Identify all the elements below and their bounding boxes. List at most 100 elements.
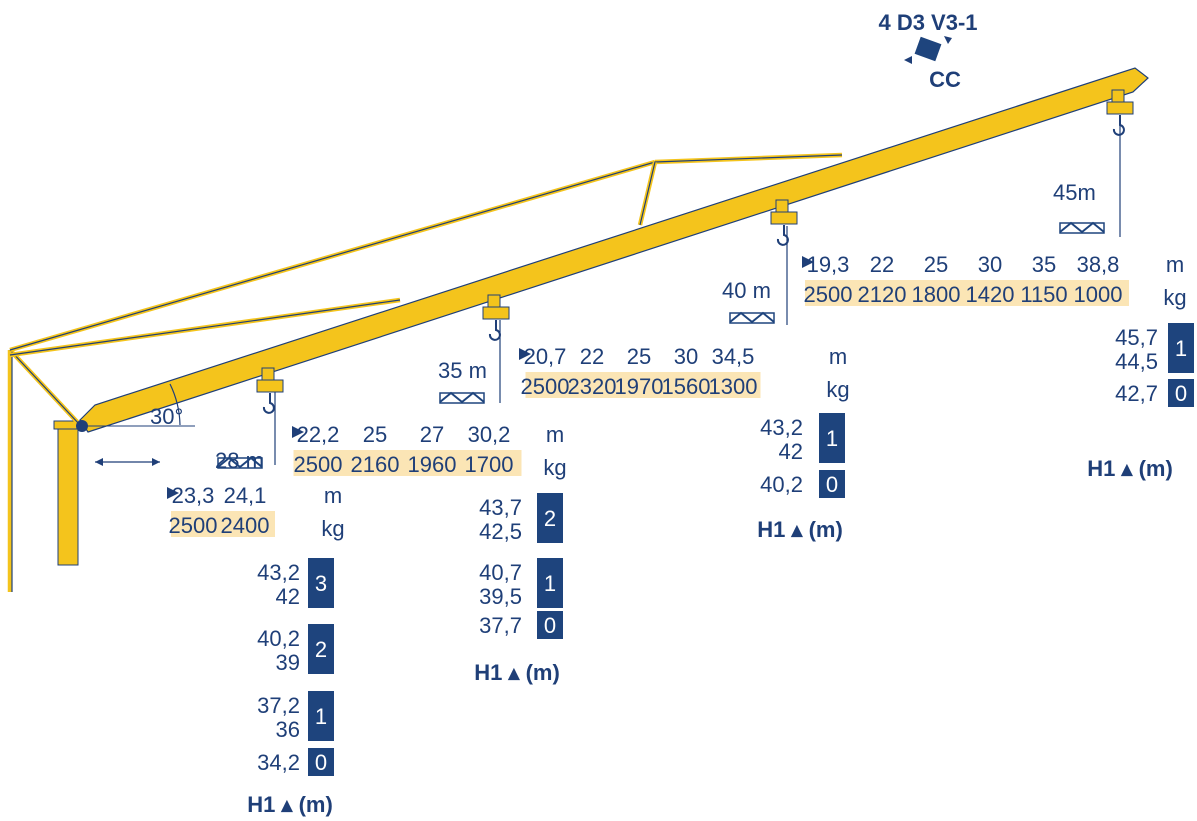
- hook-45: [1106, 89, 1134, 136]
- height-value: 40,2: [760, 472, 803, 497]
- reach-value: 34,5: [712, 344, 755, 369]
- mast-sections-badge: [308, 624, 334, 674]
- jib-length-label: 35 m: [438, 358, 487, 383]
- load-value: 2400: [221, 513, 270, 538]
- load-value: 2500: [294, 452, 343, 477]
- height-value: 37,7: [479, 613, 522, 638]
- reach-value: 27: [420, 422, 444, 447]
- load-row-bg: [805, 280, 1129, 306]
- height-value: 42: [779, 439, 803, 464]
- jib-length-label: 45m: [1053, 180, 1096, 205]
- model-header: 4 D3 V3-1 CC: [878, 10, 977, 92]
- slewing-icon: [914, 36, 942, 62]
- trolley-icon: [439, 391, 485, 404]
- load-row-bg: [525, 372, 761, 398]
- mast-sections-value: 1: [544, 571, 556, 596]
- reach-marker-icon: [519, 348, 531, 360]
- reach-unit: m: [829, 344, 847, 369]
- load-value: 1970: [615, 374, 664, 399]
- reach-value: 19,3: [807, 252, 850, 277]
- load-unit: kg: [543, 455, 566, 480]
- mast-sections-badge: [537, 493, 563, 543]
- reach-value: 30: [978, 252, 1002, 277]
- reach-value: 30: [674, 344, 698, 369]
- mast-sections-value: 0: [544, 613, 556, 638]
- angle-label: 30°: [150, 404, 183, 429]
- height-value: 37,2: [257, 693, 300, 718]
- reach-value: 22: [580, 344, 604, 369]
- load-unit: kg: [321, 516, 344, 541]
- mast-sections-value: 0: [315, 750, 327, 775]
- mast-sections-value: 1: [1175, 336, 1187, 361]
- h1-label: H1 ▴ (m): [474, 660, 560, 685]
- load-value: 1300: [709, 374, 758, 399]
- mast-sections-value: 3: [315, 571, 327, 596]
- mast-sections-badge: [308, 748, 334, 776]
- load-value: 2160: [351, 452, 400, 477]
- hook-40: [770, 199, 798, 246]
- reach-value: 25: [627, 344, 651, 369]
- trolley-icon: [1059, 221, 1105, 234]
- load-value: 2500: [804, 282, 853, 307]
- load-value: 1700: [465, 452, 514, 477]
- load-unit: kg: [1163, 285, 1186, 310]
- height-value: 43,2: [760, 415, 803, 440]
- reach-marker-icon: [802, 256, 814, 268]
- jib-length-label: 40 m: [722, 278, 771, 303]
- height-value: 42,7: [1115, 381, 1158, 406]
- reach-unit: m: [546, 422, 564, 447]
- load-value: 2120: [858, 282, 907, 307]
- h1-label: H1 ▴ (m): [1087, 456, 1173, 481]
- height-value: 45,7: [1115, 325, 1158, 350]
- load-row-bg: [293, 450, 522, 476]
- mast-sections-badge: [308, 691, 334, 741]
- h1-label: H1 ▴ (m): [757, 517, 843, 542]
- height-value: 40,7: [479, 560, 522, 585]
- load-value: 1000: [1074, 282, 1123, 307]
- load-value: 2320: [568, 374, 617, 399]
- trolley-icon: [217, 456, 263, 469]
- mast-sections-value: 0: [1175, 381, 1187, 406]
- height-value: 39: [276, 650, 300, 675]
- mast-sections-badge: [1168, 379, 1194, 407]
- mast-sections-badge: [537, 611, 563, 639]
- reach-value: 38,8: [1077, 252, 1120, 277]
- reach-value: 25: [363, 422, 387, 447]
- reach-value: 25: [924, 252, 948, 277]
- config-3: 45m 19,3 22 25 30 35 38,8 m 2500 2120 1800 1420 1150…: [802, 125, 1194, 481]
- load-value: 1420: [966, 282, 1015, 307]
- mast-sections-value: 2: [544, 506, 556, 531]
- load-value: 1800: [912, 282, 961, 307]
- height-value: 43,2: [257, 560, 300, 585]
- h1-label: H1 ▴ (m): [247, 792, 333, 817]
- trolley-icon: [729, 311, 775, 324]
- model-name: 4 D3 V3-1: [878, 10, 977, 35]
- height-value: 39,5: [479, 584, 522, 609]
- mast-sections-value: 0: [826, 472, 838, 497]
- reach-unit: m: [1166, 252, 1184, 277]
- reach-value: 22,2: [297, 422, 340, 447]
- mast-sections-badge: [537, 558, 563, 608]
- height-value: 34,2: [257, 750, 300, 775]
- height-value: 42: [276, 584, 300, 609]
- height-value: 40,2: [257, 626, 300, 651]
- mast-sections-value: 2: [315, 637, 327, 662]
- reach-value: 20,7: [524, 344, 567, 369]
- load-unit: kg: [826, 377, 849, 402]
- reach-value: 22: [870, 252, 894, 277]
- reach-value: 24,1: [224, 483, 267, 508]
- load-value: 1150: [1020, 282, 1067, 307]
- reach-value: 35: [1032, 252, 1056, 277]
- reach-value: 30,2: [468, 422, 511, 447]
- mast-sections-value: 1: [826, 426, 838, 451]
- hooks: [256, 89, 1134, 414]
- hook-28: [256, 367, 284, 414]
- reach-unit: m: [324, 483, 342, 508]
- height-value: 44,5: [1115, 349, 1158, 374]
- model-mode: CC: [929, 67, 961, 92]
